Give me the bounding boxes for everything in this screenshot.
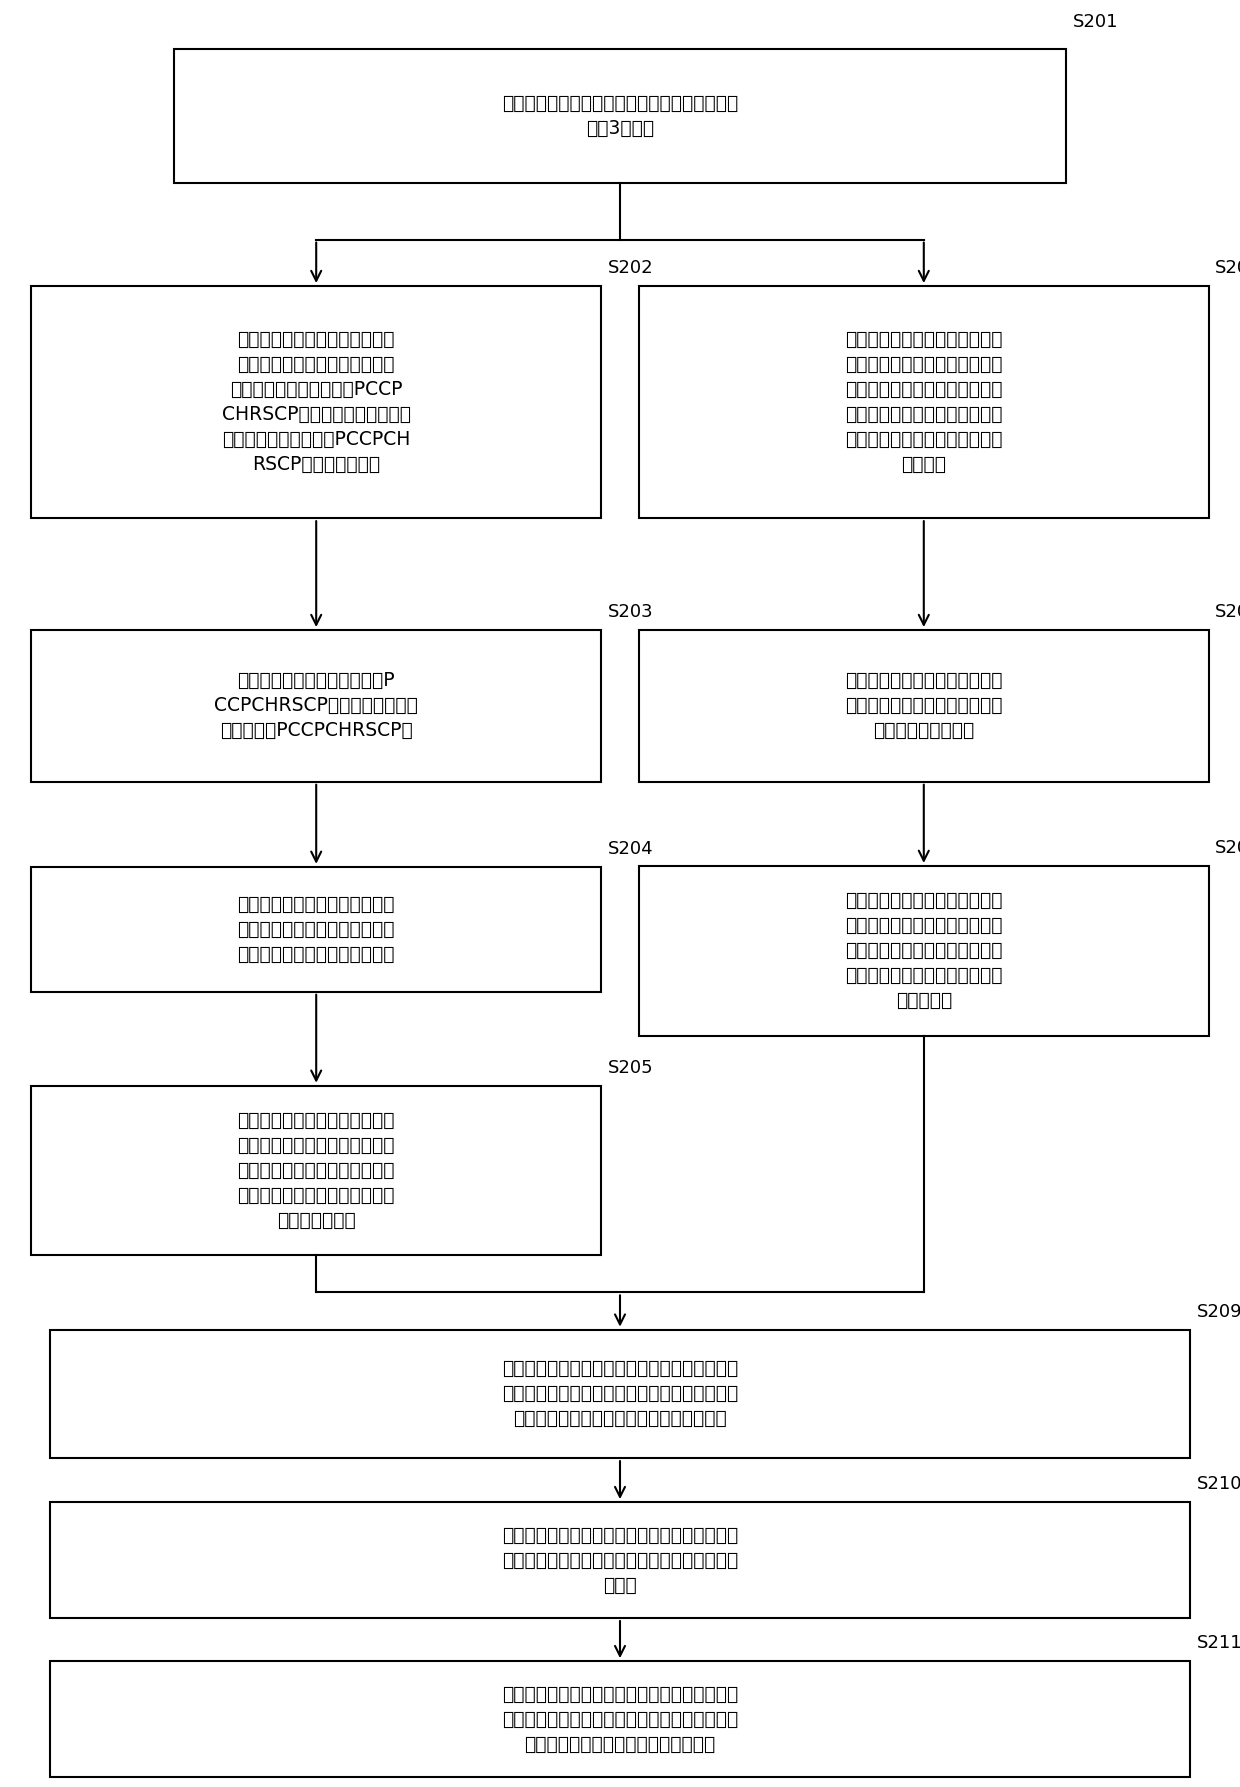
Text: S208: S208 (1215, 838, 1240, 856)
FancyBboxPatch shape (50, 1501, 1190, 1619)
FancyBboxPatch shape (31, 629, 601, 783)
FancyBboxPatch shape (174, 48, 1066, 182)
Text: S205: S205 (608, 1058, 653, 1076)
Text: 针对选择的每个基站，获取测量
信息中该移动终端在设定时间长
度内测量的对应该基站的时间提
前量，并对获取的设定时间长度
内对应该基站的时间提前量进行
平滑滤波: 针对选择的每个基站，获取测量 信息中该移动终端在设定时间长 度内测量的对应该基站… (844, 331, 1003, 474)
Text: S202: S202 (608, 259, 653, 277)
Text: 针对选择的每个基站，获取测量
信息中该移动终端在设定时间长
度内测量的对应该基站的PCCP
CHRSCP值，并对获取的设定时
间长度内对应该基站的PCCPCH
: 针对选择的每个基站，获取测量 信息中该移动终端在设定时间长 度内测量的对应该基站… (222, 331, 410, 474)
Text: S211: S211 (1197, 1633, 1240, 1651)
Text: 将平滑滤波后的对应该基站的P
CCPCHRSCP值，作为提取的对
应该基站的PCCPCHRSCP值: 将平滑滤波后的对应该基站的P CCPCHRSCP值，作为提取的对 应该基站的PC… (215, 672, 418, 740)
Text: S210: S210 (1197, 1474, 1240, 1494)
Text: 针对选择的每个基站，根据确定的该移动终端当
前的位置信息，确定该移动终端到达该基站的实
际距离: 针对选择的每个基站，根据确定的该移动终端当 前的位置信息，确定该移动终端到达该基… (502, 1526, 738, 1594)
FancyBboxPatch shape (31, 867, 601, 992)
Text: 根据提取的对应该基站的时间提
前量，以及提取的该基站对应该
标识信息的小区的时间提前量模
型，确定该移动终端到达该基站
的第二距离: 根据提取的对应该基站的时间提 前量，以及提取的该基站对应该 标识信息的小区的时间… (844, 892, 1003, 1010)
Text: S209: S209 (1197, 1303, 1240, 1321)
Text: 根据确定的移动终端到达选择的每个基站的第一
距离和第二距离，以及保存的该选择的每个基站
的位置信息，确定移动终端当前的位置信息: 根据确定的移动终端到达选择的每个基站的第一 距离和第二距离，以及保存的该选择的每… (502, 1360, 738, 1428)
Text: S201: S201 (1073, 13, 1118, 30)
Text: 根据确定的该移动终端到该基站
的路径损耗，以及提取的该基站
对应该标识信息的小区的路径损
耗模型，确定该移动终端到达该
基站的第一距离: 根据确定的该移动终端到该基站 的路径损耗，以及提取的该基站 对应该标识信息的小区… (237, 1112, 396, 1229)
FancyBboxPatch shape (50, 1662, 1190, 1776)
Text: S204: S204 (608, 840, 653, 858)
Text: S207: S207 (1215, 602, 1240, 622)
Text: 网络侧设备根据移动终端上报的测量信息，选择
至少3个基站: 网络侧设备根据移动终端上报的测量信息，选择 至少3个基站 (502, 95, 738, 138)
Text: 确定该移动终端到该基站的路径
损耗，提取保存的该基站对应该
标识信息的小区的路径损耗模型: 确定该移动终端到该基站的路径 损耗，提取保存的该基站对应该 标识信息的小区的路径… (237, 895, 396, 963)
Text: S206: S206 (1215, 259, 1240, 277)
FancyBboxPatch shape (639, 286, 1209, 518)
Text: 将进行平滑滤波后的对应该基站
的时间提前量，作为提取的对应
该基站的时间提前量: 将进行平滑滤波后的对应该基站 的时间提前量，作为提取的对应 该基站的时间提前量 (844, 672, 1003, 740)
Text: S203: S203 (608, 602, 653, 622)
FancyBboxPatch shape (31, 1085, 601, 1254)
FancyBboxPatch shape (639, 865, 1209, 1035)
Text: 根据确定的该移动终端到达该基站的实际距离，
对保存的该基站对应该移动终端所在小区的路径
损耗模型以及时间提前量模型进行修正: 根据确定的该移动终端到达该基站的实际距离， 对保存的该基站对应该移动终端所在小区… (502, 1685, 738, 1753)
FancyBboxPatch shape (50, 1330, 1190, 1458)
FancyBboxPatch shape (31, 286, 601, 518)
FancyBboxPatch shape (639, 629, 1209, 783)
